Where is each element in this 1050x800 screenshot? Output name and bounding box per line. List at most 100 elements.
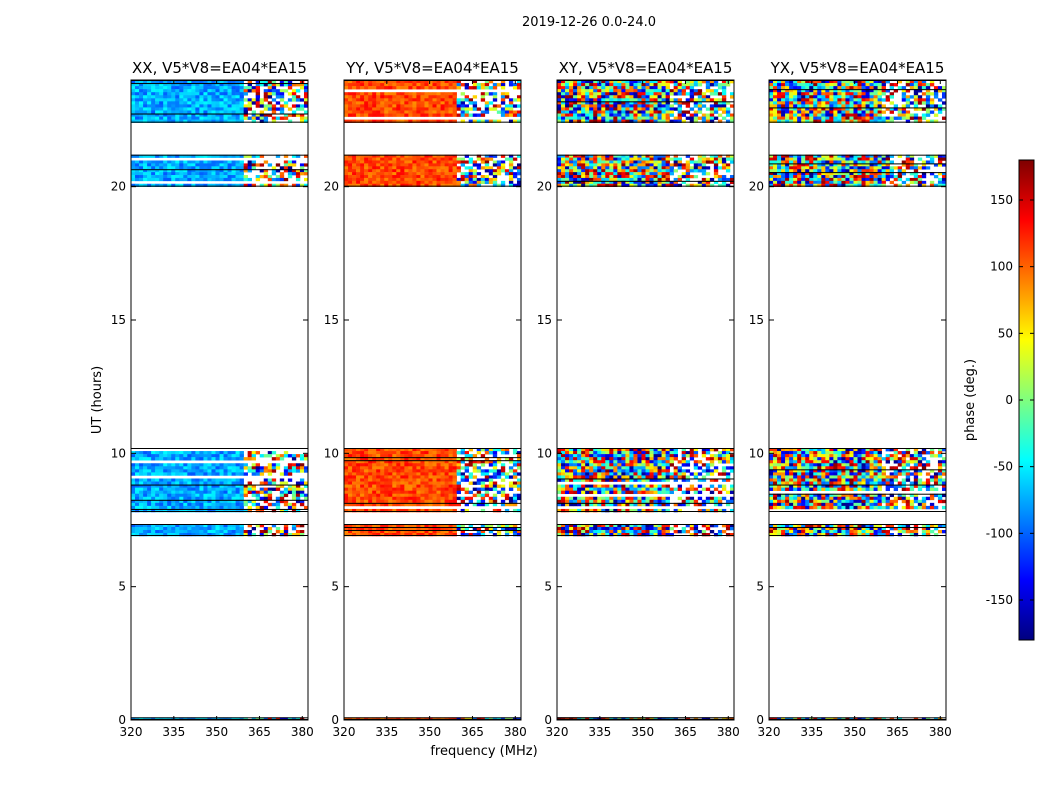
heatmap-cell xyxy=(661,530,666,534)
heatmap-cell xyxy=(352,490,357,495)
heatmap-cell xyxy=(605,451,610,455)
heatmap-cell xyxy=(219,83,224,87)
heatmap-cell xyxy=(380,484,385,488)
heatmap-cell xyxy=(573,463,578,467)
heatmap-cell xyxy=(291,533,297,537)
heatmap-cell xyxy=(488,169,494,173)
heatmap-cell xyxy=(661,172,666,176)
heatmap-cell xyxy=(689,160,695,164)
heatmap-cell xyxy=(593,157,598,161)
heatmap-cell xyxy=(211,80,216,84)
heatmap-cell xyxy=(372,451,377,455)
heatmap-cell xyxy=(159,524,164,528)
heatmap-cell xyxy=(693,163,699,167)
heatmap-cell xyxy=(396,448,401,452)
heatmap-cell xyxy=(167,502,172,507)
x-tick-label: 350 xyxy=(418,725,441,739)
heatmap-cell xyxy=(243,490,248,495)
heatmap-cell xyxy=(661,175,666,179)
heatmap-cell xyxy=(729,460,735,464)
heatmap-cell xyxy=(492,472,498,476)
heatmap-cell xyxy=(657,451,662,455)
heatmap-cell xyxy=(408,493,413,498)
heatmap-cell xyxy=(605,448,610,452)
heatmap-cell xyxy=(713,454,719,458)
heatmap-cell xyxy=(191,527,196,531)
heatmap-cell xyxy=(211,119,216,123)
block-edge xyxy=(344,717,521,719)
heatmap-cell xyxy=(183,163,188,167)
heatmap-cell xyxy=(649,163,654,167)
heatmap-cell xyxy=(175,484,180,488)
heatmap-cell xyxy=(344,469,349,473)
heatmap-cell xyxy=(492,475,498,479)
heatmap-cell xyxy=(376,177,381,182)
heatmap-cell xyxy=(428,533,433,537)
heatmap-cell xyxy=(131,466,136,470)
heatmap-cell xyxy=(243,508,248,513)
heatmap-cell xyxy=(344,493,349,498)
heatmap-cell xyxy=(255,92,261,96)
heatmap-cell xyxy=(569,533,574,537)
heatmap-cell xyxy=(223,454,228,458)
heatmap-cell xyxy=(448,457,453,461)
heatmap-cell xyxy=(416,110,421,114)
heatmap-cell xyxy=(215,160,220,164)
heatmap-cell xyxy=(191,104,196,108)
heatmap-cell xyxy=(472,83,478,87)
heatmap-cell xyxy=(372,101,377,105)
heatmap-cell xyxy=(207,466,212,470)
heatmap-cell xyxy=(448,175,453,179)
heatmap-cell xyxy=(645,175,650,179)
heatmap-cell xyxy=(183,502,188,507)
heatmap-cell xyxy=(376,172,381,176)
heatmap-cell xyxy=(436,717,441,721)
heatmap-cell xyxy=(167,104,172,108)
heatmap-cell xyxy=(492,83,498,87)
heatmap-cell xyxy=(287,83,293,87)
heatmap-cell xyxy=(167,110,172,114)
heatmap-cell xyxy=(721,160,727,164)
heatmap-cell xyxy=(428,172,433,176)
heatmap-cell xyxy=(496,104,502,108)
heatmap-cell xyxy=(183,169,188,173)
heatmap-cell xyxy=(637,175,642,179)
heatmap-cell xyxy=(404,183,409,187)
heatmap-cell xyxy=(187,163,192,167)
heatmap-cell xyxy=(645,475,650,479)
heatmap-cell xyxy=(661,533,666,537)
heatmap-cell xyxy=(585,717,590,721)
heatmap-cell xyxy=(131,484,136,488)
heatmap-cell xyxy=(364,533,369,537)
heatmap-cell xyxy=(424,166,429,170)
heatmap-cell xyxy=(617,463,622,467)
heatmap-cell xyxy=(376,472,381,476)
heatmap-cell xyxy=(255,95,261,99)
heatmap-cell xyxy=(195,481,200,485)
heatmap-cell xyxy=(729,180,735,185)
heatmap-cell xyxy=(633,524,638,528)
heatmap-cell xyxy=(496,110,502,114)
heatmap-cell xyxy=(573,157,578,161)
heatmap-cell xyxy=(649,172,654,176)
heatmap-cell xyxy=(561,177,566,182)
heatmap-cell xyxy=(187,113,192,117)
heatmap-cell xyxy=(191,154,196,158)
heatmap-cell xyxy=(211,116,216,120)
heatmap-cell xyxy=(464,490,469,495)
heatmap-cell xyxy=(372,98,377,102)
heatmap-cell xyxy=(227,83,232,87)
heatmap-cell xyxy=(713,487,719,491)
heatmap-cell xyxy=(621,466,626,470)
heatmap-cell xyxy=(392,160,397,164)
heatmap-cell xyxy=(705,463,711,467)
heatmap-cell xyxy=(275,95,281,99)
heatmap-cell xyxy=(223,119,228,123)
heatmap-cell xyxy=(601,448,606,452)
heatmap-cell xyxy=(589,524,594,528)
heatmap-cell xyxy=(275,527,281,531)
heatmap-cell xyxy=(689,454,695,458)
heatmap-cell xyxy=(601,490,606,495)
heatmap-cell xyxy=(400,166,405,170)
block-edge xyxy=(557,524,734,525)
